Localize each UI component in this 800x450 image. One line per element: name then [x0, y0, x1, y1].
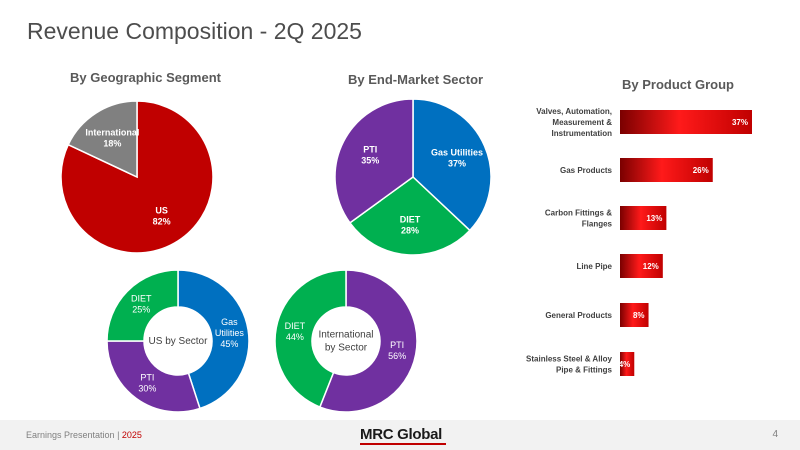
product-value-general-products: 8% [633, 311, 645, 320]
product-value-valves-automation-measurement-instrumentation: 37% [732, 118, 748, 127]
product-chart: 37% Valves, Automation, Measurement & Instr… [526, 107, 752, 376]
end_market-slice-diet [348, 176, 471, 256]
us_sector-center-label: US by Sector [149, 336, 209, 347]
intl_sector-chart [274, 269, 418, 413]
footer-label: Earnings Presentation | 2025 [26, 430, 142, 440]
product-category-carbon-fittings-flanges: Carbon Fittings & Flanges [545, 209, 613, 229]
footer-separator: | [114, 430, 122, 440]
end_market-slice-gas-utilities [412, 98, 492, 232]
geographic-label-international: International 18% [85, 128, 139, 149]
product-category-valves-automation-measurement-instrumentation: Valves, Automation, Measurement & Instrume… [536, 107, 612, 138]
charts-canvas: US 82% International 18% Gas Utilities 37% DIE… [60, 98, 752, 413]
end_market-chart [334, 98, 492, 256]
end_market-label-diet: DIET 28% [400, 214, 421, 235]
product-value-gas-products: 26% [693, 166, 709, 175]
us_sector-slice-gas-utilities [177, 269, 250, 410]
geographic-title: By Geographic Segment [70, 70, 221, 85]
footer-year: 2025 [121, 430, 142, 440]
product-title: By Product Group [622, 77, 734, 92]
product-value-stainless-steel-alloy-pipe-fittings: 4% [619, 360, 631, 369]
product-category-general-products: General Products [545, 311, 612, 320]
us_sector-label-gas-utilities: Gas Utilities 45% [215, 317, 245, 349]
product-bar-general-products [620, 303, 649, 327]
end_market-label-pti: PTI 35% [361, 145, 379, 166]
intl_sector-center-label: International by Sector [318, 330, 373, 354]
product-value-line-pipe: 12% [643, 262, 659, 271]
page-title: Revenue Composition - 2Q 2025 [27, 18, 362, 44]
product-category-stainless-steel-alloy-pipe-fittings: Stainless Steel & Alloy Pipe & Fittings [526, 355, 613, 375]
geographic-label-us: US 82% [153, 205, 171, 226]
page-number: 4 [772, 429, 778, 440]
us_sector-chart [106, 269, 250, 413]
intl_sector-slice-diet [274, 269, 347, 408]
us_sector-slice-diet [106, 269, 179, 342]
us_sector-label-diet: DIET 25% [131, 294, 152, 315]
product-category-gas-products: Gas Products [560, 166, 613, 175]
end-market-title: By End-Market Sector [348, 72, 484, 87]
product-bar-gas-products [620, 158, 713, 182]
intl_sector-label-diet: DIET 44% [285, 321, 306, 342]
us_sector-slice-pti [106, 340, 201, 413]
us_sector-label-pti: PTI 30% [138, 373, 156, 394]
end_market-label-gas-utilities: Gas Utilities 37% [431, 147, 483, 168]
geographic-slice-international [67, 100, 138, 179]
logo-underline [360, 443, 446, 445]
footer-presentation: Earnings Presentation [26, 430, 115, 440]
product-bar-line-pipe [620, 254, 663, 278]
product-bar-valves-automation-measurement-instrumentation [620, 110, 752, 134]
product-bar-stainless-steel-alloy-pipe-fittings [620, 352, 635, 376]
product-value-carbon-fittings-flanges: 13% [646, 214, 662, 223]
geographic-chart [60, 100, 214, 254]
intl_sector-label-pti: PTI 56% [388, 340, 406, 361]
intl_sector-slice-pti [318, 269, 418, 413]
company-logo: MRC Global [360, 426, 442, 443]
product-category-line-pipe: Line Pipe [576, 262, 612, 271]
end_market-slice-pti [334, 98, 414, 224]
product-bar-carbon-fittings-flanges [620, 206, 667, 230]
footer: Earnings Presentation | 2025 MRC Global … [0, 420, 800, 450]
